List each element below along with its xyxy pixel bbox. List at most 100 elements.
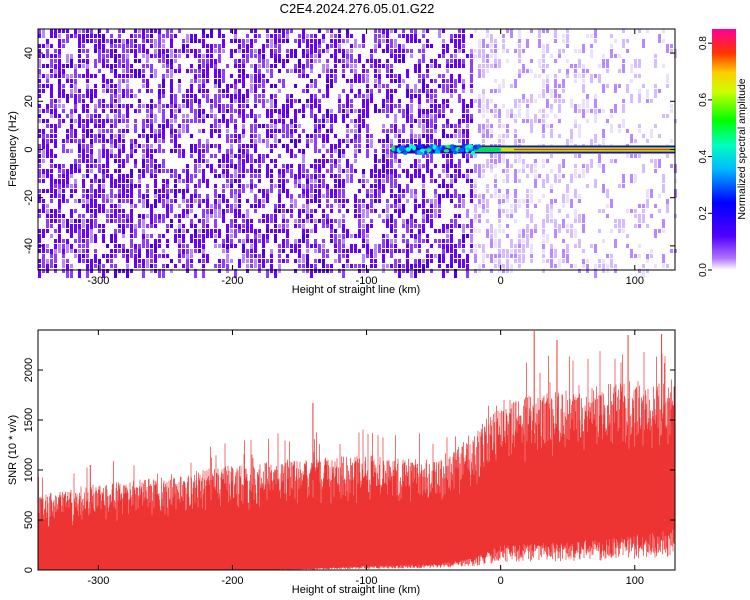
noise-cell	[410, 34, 413, 43]
noise-cell	[134, 254, 137, 263]
noise-cell	[422, 79, 425, 88]
noise-cell	[302, 149, 305, 158]
noise-cell	[50, 184, 53, 193]
noise-cell	[158, 139, 161, 143]
noise-cell	[286, 59, 289, 63]
noise-cell	[82, 144, 85, 153]
noise-cell	[494, 254, 497, 258]
noise-cell	[294, 244, 297, 253]
noise-cell	[574, 79, 577, 83]
noise-cell	[54, 54, 57, 58]
noise-cell	[78, 119, 81, 128]
noise-cell	[386, 34, 389, 38]
noise-cell	[470, 189, 473, 198]
noise-cell	[270, 264, 273, 273]
noise-cell	[590, 244, 593, 248]
noise-cell	[230, 119, 233, 123]
noise-cell	[486, 254, 489, 258]
noise-cell	[114, 219, 117, 223]
noise-cell	[38, 154, 41, 158]
noise-cell	[362, 69, 365, 73]
noise-cell	[274, 64, 277, 68]
noise-cell	[314, 179, 317, 183]
noise-cell	[310, 39, 313, 43]
noise-cell	[546, 234, 549, 243]
noise-cell	[126, 224, 129, 228]
noise-cell	[70, 209, 73, 218]
noise-cell	[54, 104, 57, 113]
noise-cell	[50, 114, 53, 118]
noise-cell	[58, 214, 61, 218]
noise-cell	[50, 164, 53, 168]
noise-cell	[258, 34, 261, 38]
noise-cell	[542, 179, 545, 188]
noise-cell	[50, 29, 53, 38]
noise-cell	[114, 134, 117, 138]
noise-cell	[118, 229, 121, 233]
noise-cell	[498, 134, 501, 138]
noise-cell	[202, 109, 205, 118]
noise-cell	[158, 104, 161, 113]
noise-cell	[146, 104, 149, 108]
noise-cell	[166, 209, 169, 218]
noise-cell	[298, 74, 301, 78]
noise-cell	[46, 139, 49, 148]
noise-cell	[194, 74, 197, 83]
noise-cell	[82, 179, 85, 188]
noise-cell	[206, 254, 209, 263]
noise-cell	[54, 139, 57, 148]
noise-cell	[282, 169, 285, 178]
noise-cell	[286, 144, 289, 153]
noise-cell	[250, 109, 253, 118]
noise-cell	[590, 74, 593, 83]
noise-cell	[522, 119, 525, 123]
noise-cell	[170, 89, 173, 93]
noise-cell	[114, 89, 117, 98]
noise-cell	[594, 244, 597, 253]
noise-cell	[258, 54, 261, 63]
noise-cell	[342, 219, 345, 223]
noise-cell	[214, 219, 217, 228]
noise-cell	[114, 169, 117, 173]
noise-cell	[70, 84, 73, 88]
noise-cell	[210, 129, 213, 138]
noise-cell	[242, 159, 245, 168]
noise-cell	[278, 249, 281, 253]
noise-cell	[302, 64, 305, 73]
noise-cell	[542, 259, 545, 263]
noise-cell	[614, 39, 617, 43]
noise-cell	[254, 184, 257, 188]
noise-cell	[274, 94, 277, 98]
noise-cell	[154, 214, 157, 223]
noise-cell	[102, 229, 105, 233]
noise-cell	[154, 224, 157, 228]
noise-cell	[346, 49, 349, 58]
noise-cell	[514, 219, 517, 223]
noise-cell	[298, 239, 301, 243]
noise-cell	[146, 234, 149, 238]
noise-cell	[490, 99, 493, 103]
noise-cell	[622, 59, 625, 63]
noise-cell	[158, 269, 161, 278]
noise-cell	[574, 244, 577, 248]
noise-cell	[262, 74, 265, 78]
noise-cell	[346, 99, 349, 108]
noise-cell	[174, 184, 177, 188]
noise-cell	[310, 244, 313, 248]
noise-cell	[46, 219, 49, 228]
noise-cell	[402, 49, 405, 53]
noise-cell	[134, 124, 137, 133]
noise-cell	[398, 264, 401, 268]
noise-cell	[446, 194, 449, 198]
noise-cell	[278, 179, 281, 183]
noise-cell	[650, 189, 653, 198]
noise-cell	[334, 199, 337, 203]
noise-cell	[586, 34, 589, 38]
noise-cell	[58, 44, 61, 48]
noise-cell	[386, 84, 389, 88]
noise-cell	[390, 144, 393, 148]
noise-cell	[258, 259, 261, 263]
noise-cell	[410, 174, 413, 183]
noise-cell	[418, 249, 421, 253]
noise-cell	[122, 69, 125, 73]
